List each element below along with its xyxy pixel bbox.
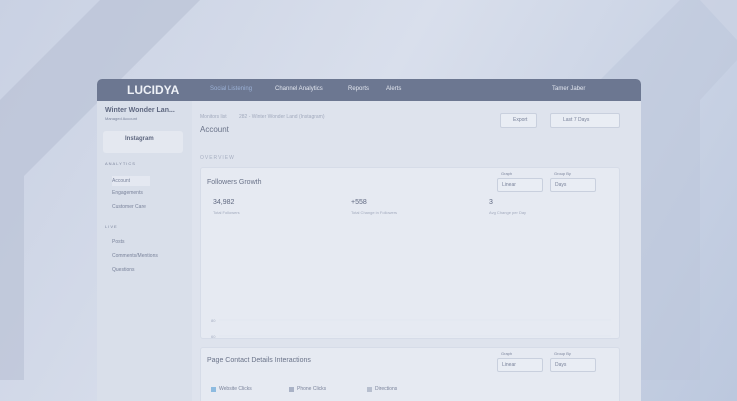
stat-value: 3 (489, 199, 493, 206)
select[interactable]: Linear (497, 358, 543, 372)
user-menu[interactable]: Tamer Jaber (552, 86, 586, 92)
stat-label: Avg Change per Day (489, 210, 527, 215)
select[interactable]: Days (550, 178, 596, 192)
breadcrumb: 282 - Winter Wonder Land (Instagram) (239, 114, 325, 120)
monitor-type: Managed Account (105, 116, 138, 121)
legend-label: Phone Clicks (297, 386, 327, 392)
nav-section: LIVE (105, 224, 118, 229)
legend-label: Website Clicks (219, 386, 252, 392)
sidebar: Winter Wonder Lan... Managed Account Ins… (97, 101, 192, 401)
breadcrumb[interactable]: Monitors list (200, 114, 227, 120)
select-label: Graph (501, 351, 513, 356)
channel-box[interactable]: Instagram (103, 131, 183, 153)
stat-label: Total Followers (213, 210, 240, 215)
followers-card: Followers Growth Graph Linear Group By D… (200, 167, 620, 339)
section-label: OVERVIEW (200, 155, 235, 161)
legend-swatch (367, 387, 372, 392)
stat-label: Total Change in Followers (351, 210, 398, 215)
legend-swatch (211, 387, 216, 392)
button-label: Export (513, 117, 528, 123)
followers-chart: 020406080 (211, 318, 611, 339)
card-title: Page Contact Details Interactions (207, 357, 311, 364)
select[interactable]: Linear (497, 178, 543, 192)
y-tick-label: 60 (211, 334, 216, 339)
select-value: Days (555, 182, 567, 188)
nav-item[interactable]: Social Listening (210, 86, 253, 92)
legend-label: Directions (375, 386, 398, 392)
select-label: Graph (501, 171, 513, 176)
nav-item[interactable]: Alerts (386, 86, 402, 92)
monitor-name: Winter Wonder Lan... (105, 107, 175, 114)
nav-item[interactable]: Questions (112, 267, 135, 273)
date-range[interactable]: Last 7 Days (550, 113, 620, 128)
nav-item[interactable]: Account (112, 176, 151, 186)
app-window: LUCIDYA Social Listening Channel Analyti… (97, 79, 641, 401)
channel-name: Instagram (125, 136, 154, 142)
select-value: Linear (502, 182, 516, 188)
page-title: Account (200, 125, 229, 134)
select[interactable]: Days (550, 358, 596, 372)
nav-item[interactable]: Channel Analytics (275, 86, 323, 92)
export-button[interactable]: Export (500, 113, 537, 128)
contact-card: Page Contact Details Interactions Graph … (200, 347, 620, 401)
nav-item[interactable]: Reports (348, 86, 370, 92)
nav-item[interactable]: Customer Care (112, 204, 146, 210)
select-value: Days (555, 362, 567, 368)
stat-value: +558 (351, 199, 367, 206)
nav-item[interactable]: Engagements (112, 190, 143, 196)
nav-section: ANALYTICS (105, 161, 136, 166)
stat-value: 34,982 (213, 199, 235, 206)
y-tick-label: 80 (211, 318, 216, 323)
top-bar: LUCIDYA Social Listening Channel Analyti… (97, 79, 641, 101)
card-title: Followers Growth (207, 179, 262, 186)
nav-item[interactable]: Posts (112, 239, 125, 245)
logo: LUCIDYA (127, 83, 180, 97)
select-label: Group By (554, 351, 571, 356)
legend-swatch (289, 387, 294, 392)
select-label: Group By (554, 171, 571, 176)
nav-item[interactable]: Comments/Mentions (112, 253, 158, 259)
button-label: Last 7 Days (563, 117, 590, 123)
select-value: Linear (502, 362, 516, 368)
